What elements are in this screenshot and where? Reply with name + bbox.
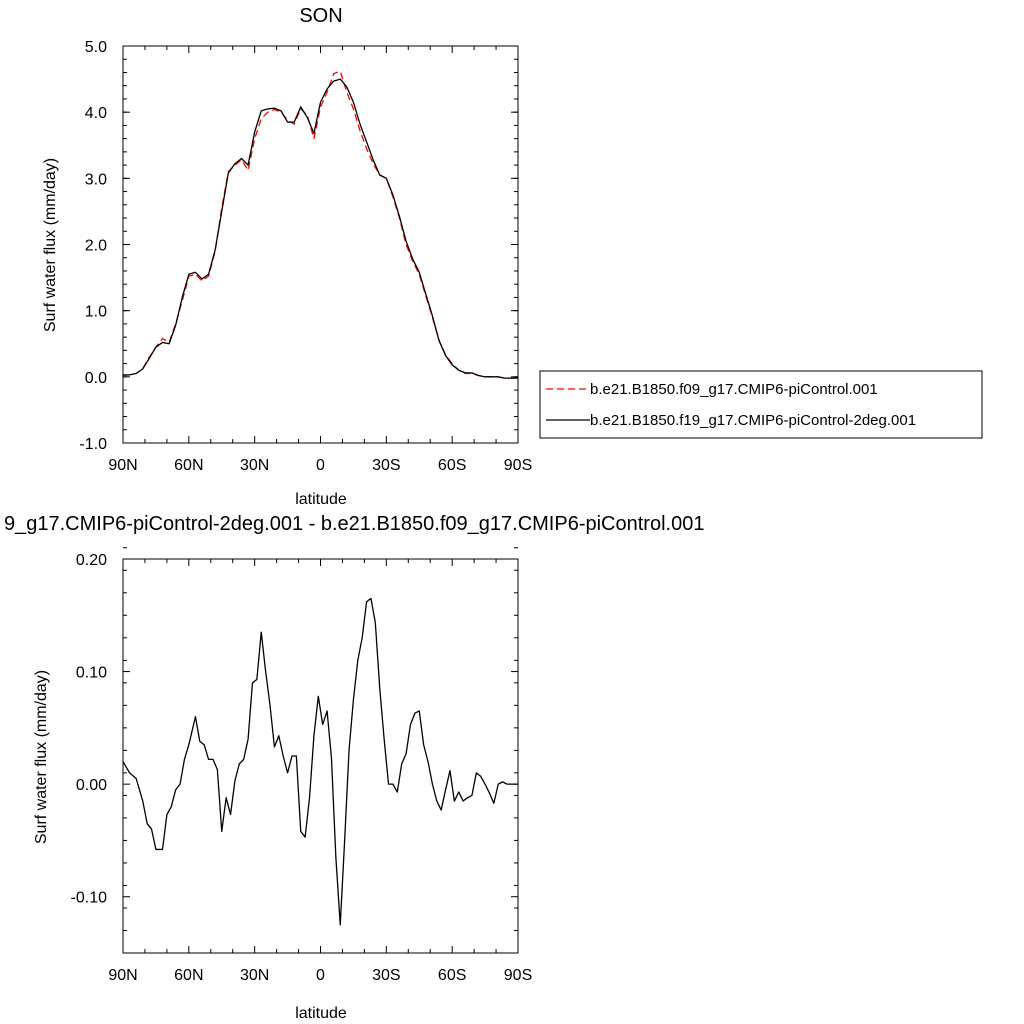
top-xtick-label: 60N bbox=[174, 457, 203, 474]
bottom-xtick-label: 30N bbox=[240, 967, 269, 984]
top-ytick-label: 2.0 bbox=[85, 238, 107, 255]
bottom-chart-xlabel: latitude bbox=[295, 1005, 347, 1022]
top-chart-xlabel: latitude bbox=[295, 491, 347, 508]
bottom-chart-plot-frame bbox=[122, 558, 519, 954]
top-series-line-1 bbox=[123, 78, 518, 379]
top-ytick-label: 3.0 bbox=[85, 171, 107, 188]
bottom-chart: 9_g17.CMIP6-piControl-2deg.001 - b.e21.B… bbox=[4, 513, 704, 1022]
bottom-ytick-label: 0.20 bbox=[76, 552, 107, 569]
top-ytick-label: 1.0 bbox=[85, 304, 107, 321]
legend: b.e21.B1850.f09_g17.CMIP6-piControl.001 … bbox=[539, 370, 983, 439]
top-xtick-label: 30N bbox=[240, 457, 269, 474]
top-chart-ylabel: Surf water flux (mm/day) bbox=[42, 158, 59, 332]
legend-label-red: b.e21.B1850.f09_g17.CMIP6-piControl.001 bbox=[590, 381, 878, 398]
top-ytick-label: 0.0 bbox=[85, 370, 107, 387]
top-chart: SON 90N 60N 30N 0 30S 60S 90S -1.0 0.0 1.0 2.0 3.0 4… bbox=[42, 5, 983, 508]
top-chart-title: SON bbox=[299, 5, 342, 27]
top-chart-ticks: 90N 60N 30N 0 30S 60S 90S -1.0 0.0 1.0 2.0 3.0 4.0 5.… bbox=[79, 39, 532, 474]
top-ytick-label: 4.0 bbox=[85, 105, 107, 122]
top-xtick-label: 90S bbox=[504, 457, 532, 474]
bottom-ytick-label: 0.00 bbox=[76, 777, 107, 794]
top-ytick-label: 5.0 bbox=[85, 39, 107, 56]
bottom-chart-title: 9_g17.CMIP6-piControl-2deg.001 - b.e21.B… bbox=[4, 513, 704, 535]
bottom-chart-ticks: 90N 60N 30N 0 30S 60S 90S -0.10 0.00 0.10 0.20 bbox=[71, 547, 532, 984]
top-ytick-label: -1.0 bbox=[79, 436, 107, 453]
bottom-chart-series bbox=[122, 597, 518, 926]
top-xtick-label: 30S bbox=[372, 457, 400, 474]
bottom-xtick-label: 90S bbox=[504, 967, 532, 984]
bottom-series-line-0 bbox=[122, 597, 518, 926]
top-chart-series bbox=[122, 70, 518, 379]
bottom-ytick-label: 0.10 bbox=[76, 665, 107, 682]
bottom-chart-ylabel: Surf water flux (mm/day) bbox=[33, 670, 50, 844]
top-xtick-label: 90N bbox=[108, 457, 137, 474]
bottom-ytick-label: -0.10 bbox=[71, 890, 108, 907]
legend-label-black: b.e21.B1850.f19_g17.CMIP6-piControl-2deg… bbox=[590, 412, 916, 429]
top-xtick-label: 0 bbox=[316, 457, 325, 474]
bottom-xtick-label: 60S bbox=[438, 967, 466, 984]
top-chart-plot-frame bbox=[122, 45, 519, 444]
bottom-xtick-label: 60N bbox=[174, 967, 203, 984]
bottom-xtick-label: 90N bbox=[108, 967, 137, 984]
bottom-xtick-label: 30S bbox=[372, 967, 400, 984]
top-series-line-0 bbox=[122, 70, 518, 379]
top-xtick-label: 60S bbox=[438, 457, 466, 474]
bottom-xtick-label: 0 bbox=[316, 967, 325, 984]
legend-box bbox=[539, 370, 983, 439]
